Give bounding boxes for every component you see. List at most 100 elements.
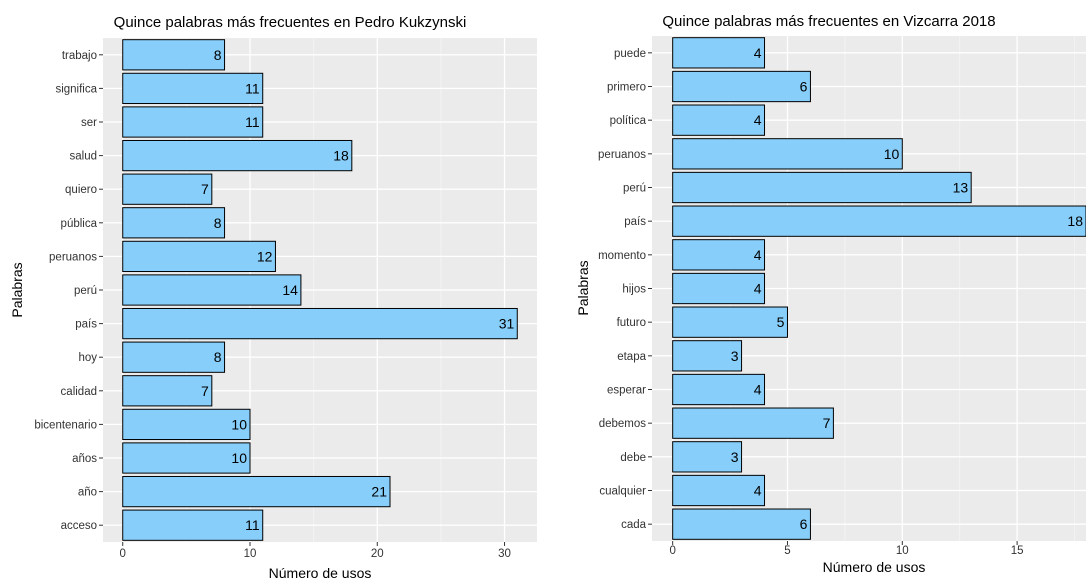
data-label-hijos: 4 — [754, 281, 762, 297]
x-tick-label: 20 — [371, 548, 384, 560]
data-label-peruanos: 12 — [257, 248, 273, 264]
chart-left: Quince palabras más frecuentes en Pedro … — [9, 14, 537, 579]
data-label-futuro: 5 — [777, 314, 785, 330]
category-label-acceso: acceso — [61, 520, 97, 532]
bar-significa — [122, 72, 264, 105]
category-label-cualquier: cualquier — [599, 486, 646, 498]
bar-etapa — [672, 340, 743, 372]
bar-bicentenario — [122, 408, 251, 441]
bar-hijos — [672, 272, 766, 305]
chart-left-x-axis-title: Número de usos — [269, 565, 372, 579]
data-label-cualquier: 4 — [754, 483, 762, 499]
chart-left-title: Quince palabras más frecuentes en Pedro … — [114, 14, 467, 31]
data-label-país: 31 — [499, 316, 515, 332]
category-label-peruanos: peruanos — [598, 149, 646, 161]
bar-quiero — [122, 173, 213, 205]
x-tick-label: 0 — [669, 545, 675, 557]
chart-right-x-axis-title: Número de usos — [823, 559, 926, 575]
bar-futuro — [672, 306, 788, 338]
bar-año — [122, 475, 391, 508]
data-label-perú: 14 — [282, 282, 298, 298]
x-tick-label: 5 — [784, 545, 790, 557]
x-tick-label: 15 — [1011, 545, 1024, 557]
bar-ser — [122, 106, 264, 138]
bar-trabajo — [122, 39, 226, 71]
bar-perú — [122, 274, 302, 306]
category-label-país: país — [624, 216, 646, 228]
category-label-debemos: debemos — [599, 418, 647, 430]
category-label-cada: cada — [621, 519, 647, 531]
bar-momento — [672, 239, 766, 271]
data-label-años: 10 — [231, 450, 247, 466]
data-label-año: 21 — [371, 484, 387, 500]
category-label-pública: pública — [61, 218, 98, 230]
data-label-debemos: 7 — [823, 415, 831, 431]
category-label-esperar: esperar — [607, 385, 646, 397]
category-label-bicentenario: bicentenario — [34, 419, 97, 431]
bar-debemos — [672, 407, 834, 439]
x-tick-label: 30 — [498, 548, 511, 560]
bar-salud — [122, 139, 353, 172]
category-label-primero: primero — [607, 82, 646, 94]
bar-política — [672, 104, 766, 136]
category-label-salud: salud — [70, 151, 98, 163]
data-label-quiero: 7 — [201, 181, 209, 197]
category-label-años: años — [72, 453, 97, 465]
category-label-momento: momento — [598, 250, 646, 262]
bar-puede — [672, 37, 766, 69]
data-label-pública: 8 — [214, 215, 222, 231]
x-tick-label: 10 — [896, 545, 909, 557]
data-label-ser: 11 — [245, 114, 260, 130]
bar-perú — [672, 171, 972, 204]
data-label-etapa: 3 — [731, 348, 739, 364]
category-label-año: año — [78, 487, 97, 499]
data-label-acceso: 11 — [245, 517, 260, 533]
category-label-debe: debe — [620, 452, 646, 464]
chart-right: Quince palabras más frecuentes en Vizcar… — [575, 13, 1086, 575]
bar-pública — [122, 207, 226, 239]
bar-cualquier — [672, 474, 766, 507]
data-label-trabajo: 8 — [214, 47, 222, 63]
bar-peruanos — [672, 138, 903, 170]
data-label-bicentenario: 10 — [231, 416, 247, 432]
data-label-cada: 6 — [800, 516, 808, 532]
category-label-política: política — [610, 115, 647, 127]
data-label-puede: 4 — [754, 45, 762, 61]
category-label-calidad: calidad — [61, 386, 97, 398]
category-label-puede: puede — [614, 48, 646, 60]
category-label-hijos: hijos — [622, 284, 646, 296]
category-label-hoy: hoy — [78, 352, 97, 364]
chart-right-y-axis-title: Palabras — [575, 260, 591, 315]
data-label-política: 4 — [754, 112, 762, 128]
data-label-perú: 13 — [953, 180, 969, 196]
category-label-trabajo: trabajo — [62, 50, 97, 62]
category-label-etapa: etapa — [617, 351, 646, 363]
data-label-peruanos: 10 — [884, 146, 900, 162]
chart-left-y-axis-title: Palabras — [9, 262, 25, 317]
category-label-perú: perú — [74, 285, 97, 297]
x-tick-label: 0 — [120, 548, 126, 560]
bar-esperar — [672, 373, 766, 406]
bar-peruanos — [122, 240, 276, 273]
data-label-primero: 6 — [800, 79, 808, 95]
data-label-país: 18 — [1067, 213, 1083, 229]
category-label-significa: significa — [55, 83, 97, 95]
bar-país — [672, 205, 1086, 237]
category-label-perú: perú — [623, 183, 646, 195]
data-label-hoy: 8 — [214, 349, 222, 365]
category-label-país: país — [75, 319, 97, 331]
data-label-debe: 3 — [731, 449, 739, 465]
data-label-salud: 18 — [333, 148, 349, 164]
category-label-quiero: quiero — [65, 184, 97, 196]
data-label-esperar: 4 — [754, 382, 762, 398]
data-label-significa: 11 — [245, 80, 260, 96]
bar-país — [122, 307, 518, 340]
category-label-ser: ser — [81, 117, 97, 129]
x-tick-label: 10 — [244, 548, 257, 560]
bar-acceso — [122, 509, 264, 541]
bar-primero — [672, 70, 811, 103]
chart-right-title: Quince palabras más frecuentes en Vizcar… — [662, 13, 995, 30]
bar-debe — [672, 441, 743, 473]
bar-cada — [672, 508, 811, 540]
